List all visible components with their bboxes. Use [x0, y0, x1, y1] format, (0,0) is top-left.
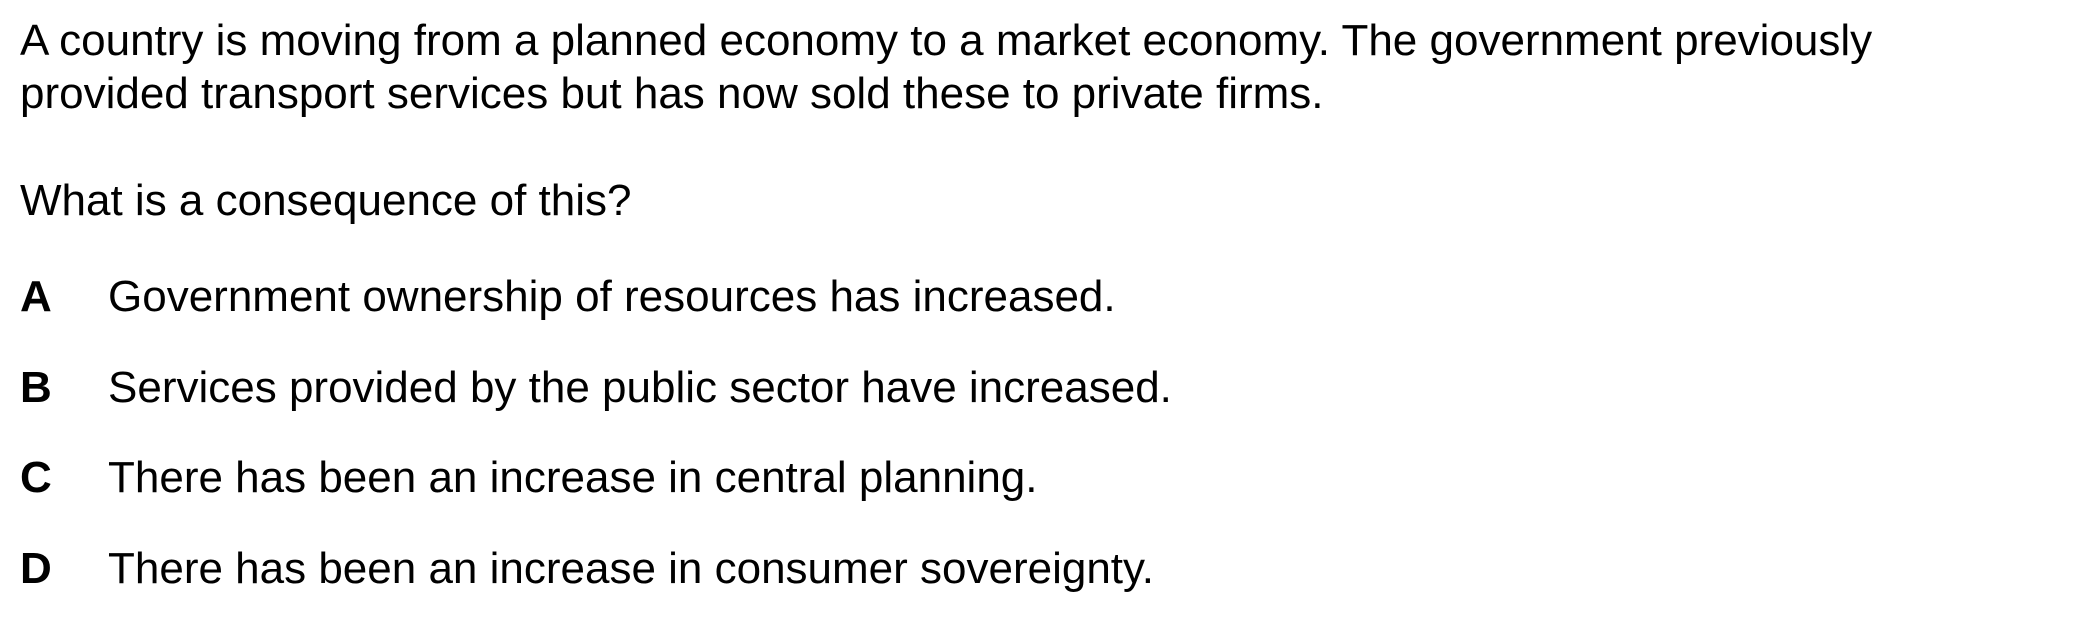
option-text: There has been an increase in consumer s… — [108, 543, 1154, 593]
option-text: Services provided by the public sector h… — [108, 362, 1172, 412]
question-prompt: What is a consequence of this? — [20, 176, 632, 225]
option-text: Government ownership of resources has in… — [108, 272, 1116, 321]
question-page: A country is moving from a planned econo… — [20, 14, 2080, 593]
option-letter: D — [20, 543, 52, 593]
option-letter: C — [20, 453, 52, 503]
option-text: There has been an increase in central pl… — [108, 453, 1038, 503]
question-stem: A country is moving from a planned econo… — [20, 14, 2080, 120]
stem-line-2: provided transport services but has now … — [20, 69, 1324, 118]
stem-line-1: A country is moving from a planned econo… — [20, 16, 1873, 65]
option-letter: B — [20, 362, 52, 412]
option-letter: A — [20, 272, 52, 321]
